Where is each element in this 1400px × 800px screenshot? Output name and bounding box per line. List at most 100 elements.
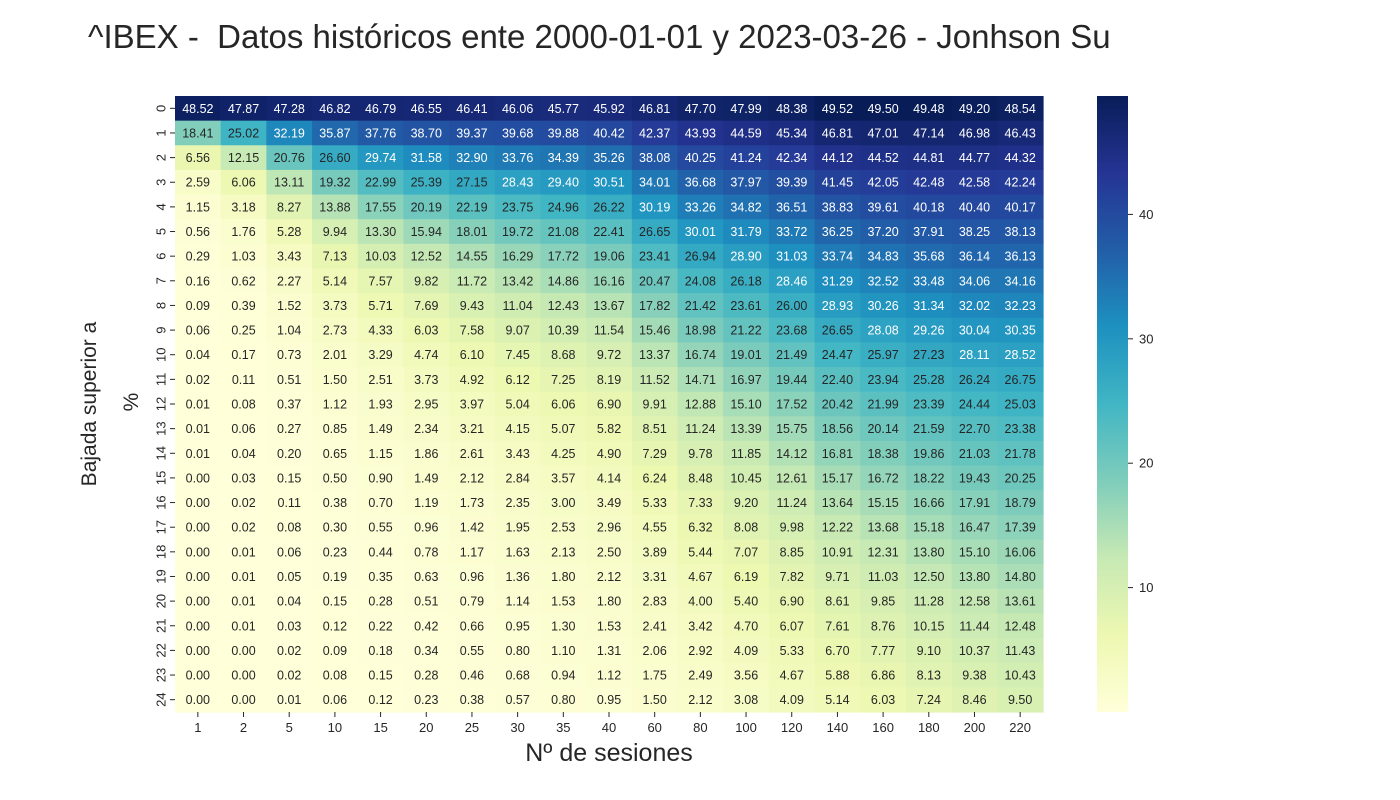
heatmap-cell — [175, 391, 222, 417]
cell-value-label: 1.52 — [277, 299, 301, 313]
cell-value-label: 1.50 — [323, 373, 347, 387]
heatmap-cell — [768, 638, 816, 664]
cell-value-label: 7.33 — [688, 496, 712, 510]
cell-value-label: 36.51 — [776, 200, 807, 214]
heatmap-cell — [540, 219, 587, 245]
cell-value-label: 8.68 — [551, 348, 575, 362]
cell-value-label: 0.00 — [186, 471, 210, 485]
heatmap-cell — [905, 391, 953, 417]
heatmap-cell — [586, 440, 633, 467]
heatmap-cell — [860, 638, 907, 664]
heatmap-cell — [266, 169, 313, 196]
heatmap-cell — [951, 96, 998, 122]
cell-value-label: 17.52 — [776, 398, 807, 412]
heatmap-cell — [768, 194, 816, 220]
heatmap-cell — [951, 490, 998, 516]
cell-value-label: 3.73 — [323, 299, 347, 313]
heatmap-cell — [357, 293, 405, 319]
cell-value-label: 2.49 — [688, 669, 712, 683]
heatmap-cell — [449, 613, 496, 639]
heatmap-cell — [860, 243, 907, 270]
heatmap-cell — [266, 194, 313, 220]
heatmap-cell — [723, 514, 770, 541]
cell-value-label: 20.25 — [1005, 471, 1036, 485]
heatmap-cell — [357, 613, 405, 639]
heatmap-cell — [266, 96, 313, 122]
heatmap-cell — [586, 317, 633, 343]
cell-value-label: 31.34 — [913, 299, 944, 313]
heatmap-cell — [768, 96, 816, 122]
cell-value-label: 7.82 — [780, 570, 804, 584]
cell-value-label: 2.12 — [597, 570, 621, 584]
heatmap-cell — [814, 490, 861, 516]
cell-value-label: 18.98 — [685, 324, 716, 338]
cell-value-label: 1.53 — [551, 595, 575, 609]
cell-value-label: 13.80 — [959, 570, 990, 584]
cell-value-label: 2.35 — [505, 496, 529, 510]
cell-value-label: 14.80 — [1005, 570, 1036, 584]
heatmap-cell — [494, 194, 542, 220]
cell-value-label: 16.97 — [730, 373, 761, 387]
heatmap-cell — [768, 317, 816, 343]
heatmap-cell — [723, 416, 770, 442]
heatmap-cell — [175, 194, 222, 220]
heatmap-cell — [540, 243, 587, 270]
y-tick-label: 2 — [154, 154, 169, 161]
cell-value-label: 0.08 — [277, 521, 301, 535]
heatmap-cell — [814, 268, 861, 294]
cell-value-label: 12.31 — [867, 545, 898, 559]
heatmap-cell — [312, 638, 359, 664]
heatmap-cell — [723, 169, 770, 196]
cell-value-label: 28.43 — [502, 176, 533, 190]
heatmap-cell — [220, 96, 267, 122]
cell-value-label: 15.94 — [411, 225, 442, 239]
cell-value-label: 33.48 — [913, 274, 944, 288]
heatmap-cell — [997, 638, 1044, 664]
heatmap-cell — [586, 490, 633, 516]
cell-value-label: 32.52 — [867, 274, 898, 288]
heatmap-cell — [586, 687, 633, 713]
heatmap-cell — [860, 613, 907, 639]
heatmap-cell — [631, 120, 679, 146]
heatmap-cell — [586, 564, 633, 590]
heatmap-cell — [312, 219, 359, 245]
cell-value-label: 23.94 — [867, 373, 898, 387]
heatmap-cell — [266, 465, 313, 491]
heatmap-cell — [357, 514, 405, 541]
heatmap-cell — [951, 588, 998, 615]
cell-value-label: 6.90 — [780, 595, 804, 609]
y-tick-label: 21 — [154, 619, 169, 633]
cell-value-label: 12.61 — [776, 471, 807, 485]
cell-value-label: 28.11 — [959, 348, 989, 362]
x-tick-label: 40 — [602, 720, 616, 735]
cell-value-label: 0.55 — [368, 521, 392, 535]
heatmap-cell — [723, 662, 770, 688]
cell-value-label: 0.90 — [368, 471, 392, 485]
heatmap-cell — [631, 613, 679, 639]
heatmap-cell — [403, 145, 450, 171]
cell-value-label: 46.79 — [365, 102, 396, 116]
heatmap-cell — [768, 268, 816, 294]
cell-value-label: 1.93 — [368, 398, 392, 412]
cell-value-label: 0.17 — [231, 348, 255, 362]
cell-value-label: 42.05 — [867, 176, 898, 190]
heatmap-cell — [586, 662, 633, 688]
heatmap-cell — [312, 440, 359, 467]
cell-value-label: 26.65 — [822, 324, 853, 338]
cell-value-label: 48.52 — [182, 102, 213, 116]
cell-value-label: 4.33 — [368, 324, 392, 338]
heatmap-cell — [357, 342, 405, 368]
heatmap-cell — [540, 194, 587, 220]
heatmap-cell — [677, 539, 724, 565]
cell-value-label: 4.14 — [597, 471, 621, 485]
x-tick-label: 80 — [693, 720, 707, 735]
cell-value-label: 4.09 — [780, 693, 804, 707]
heatmap-cell — [860, 588, 907, 615]
cell-value-label: 0.37 — [277, 398, 301, 412]
cell-value-label: 0.28 — [368, 595, 392, 609]
cell-value-label: 1.50 — [643, 693, 667, 707]
cell-value-label: 42.37 — [639, 126, 670, 140]
cell-value-label: 12.88 — [685, 398, 716, 412]
cell-value-label: 0.80 — [551, 693, 575, 707]
heatmap-cell — [494, 465, 542, 491]
